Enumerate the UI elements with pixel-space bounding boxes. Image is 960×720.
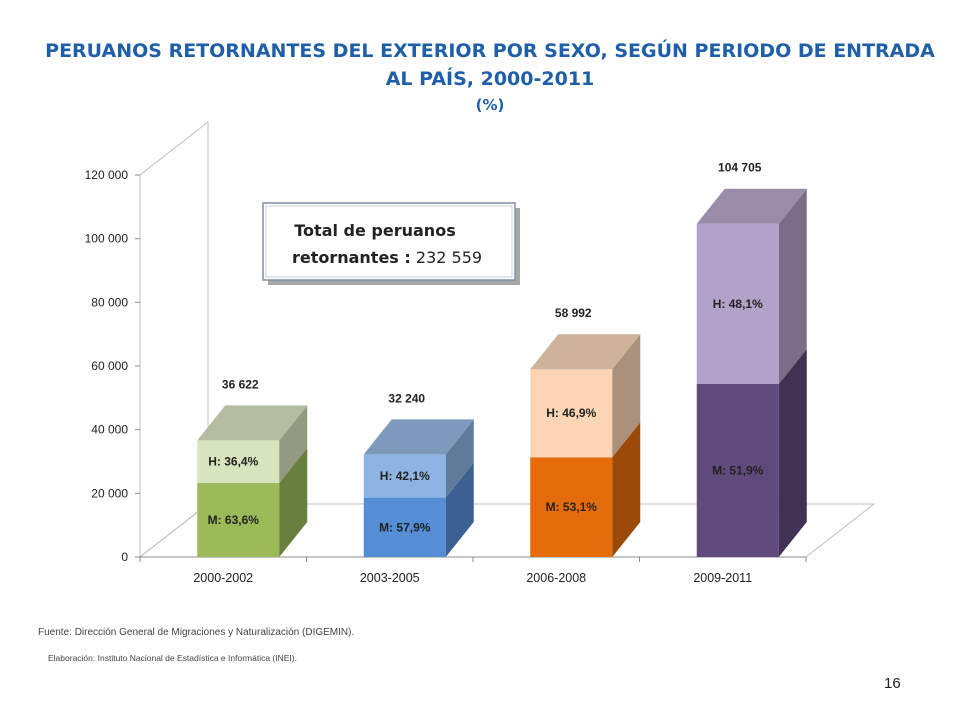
data-label: M: 57,9% [379, 520, 431, 534]
chart-title-line2: AL PAÍS, 2000-2011 [385, 68, 595, 90]
total-annotation: Total de peruanos retornantes : 232 559 [262, 202, 520, 285]
bar-segment-hombres [530, 369, 613, 458]
bar-segment-mujeres [696, 384, 779, 557]
bar-group-2009-2011: M: 51,9% H: 48,1% 104 705 [696, 161, 807, 557]
total-label: 32 240 [388, 391, 425, 405]
annotation-box [262, 202, 516, 281]
total-label: 58 992 [555, 306, 592, 320]
bar-segment-hombres [696, 223, 779, 385]
bar-segment-hombres-side [778, 188, 807, 385]
bar-segment-mujeres [363, 497, 446, 557]
annotation-inner-border [265, 205, 513, 278]
y-axis: 0 20 000 40 000 60 000 80 000 100 000 120 000 [85, 168, 806, 564]
x-tick-label: 2003-2005 [360, 571, 420, 585]
y-tick-label: 40 000 [91, 423, 128, 437]
bar-segment-mujeres-side [778, 349, 807, 557]
y-tick-label: 0 [121, 550, 128, 564]
data-label: M: 63,6% [208, 513, 260, 527]
page-number: 16 [884, 675, 901, 692]
bar-segment-hombres [197, 440, 280, 483]
source-note: Fuente: Dirección General de Migraciones… [38, 627, 355, 638]
annotation-label: retornantes : [292, 248, 411, 267]
annotation-line2: retornantes : 232 559 [292, 248, 482, 267]
data-label: H: 42,1% [380, 469, 430, 483]
x-tick-label: 2006-2008 [526, 571, 586, 585]
data-label: M: 53,1% [546, 500, 598, 514]
data-label: H: 48,1% [713, 297, 763, 311]
x-tick-label: 2000-2002 [193, 571, 253, 585]
bar-segment-hombres-side [445, 419, 474, 498]
elaboration-note: Elaboración: Instituto Nacional de Estad… [48, 653, 297, 663]
bar-segment-hombres-top [197, 405, 308, 441]
bar-segment-hombres-side [612, 334, 641, 458]
annotation-value: 232 559 [411, 248, 482, 267]
bar-segment-mujeres-side [612, 422, 641, 557]
data-label: H: 46,9% [546, 406, 596, 420]
y-tick-label: 20 000 [91, 486, 128, 500]
bar-segment-hombres-side [279, 405, 308, 483]
y-tick-label: 100 000 [85, 232, 129, 246]
total-label: 36 622 [222, 377, 259, 391]
y-tick-label: 120 000 [85, 168, 129, 182]
bar-segment-mujeres [197, 482, 280, 557]
x-axis: 2000-2002 2003-2005 2006-2008 2009-2011 [139, 557, 807, 585]
y-tick-label: 80 000 [91, 295, 128, 309]
bar-segment-hombres [363, 454, 446, 498]
bar-segment-mujeres [530, 457, 613, 557]
bar-segment-mujeres-side [445, 462, 474, 557]
chart-title-unit: (%) [475, 96, 505, 114]
chart-title-line1: PERUANOS RETORNANTES DEL EXTERIOR POR SE… [45, 40, 935, 62]
bar-group-2000-2002: M: 63,6% H: 36,4% 36 622 [197, 377, 308, 557]
bars: M: 63,6% H: 36,4% 36 622 M: 57,9% H: 42,1% 32… [197, 161, 807, 557]
bar-segment-hombres-top [530, 334, 641, 370]
bar-segment-mujeres-side [279, 447, 308, 557]
bar-group-2006-2008: M: 53,1% H: 46,9% 58 992 [530, 306, 641, 557]
data-label: H: 36,4% [208, 455, 258, 469]
total-label: 104 705 [718, 161, 762, 175]
x-tick-label: 2009-2011 [693, 571, 752, 585]
bar-segment-hombres-top [363, 419, 474, 455]
data-label: M: 51,9% [712, 464, 764, 478]
y-tick-label: 60 000 [91, 359, 128, 373]
bar-group-2003-2005: M: 57,9% H: 42,1% 32 240 [363, 391, 474, 557]
annotation-line1: Total de peruanos [294, 221, 455, 240]
bar-segment-hombres-top [696, 188, 807, 224]
